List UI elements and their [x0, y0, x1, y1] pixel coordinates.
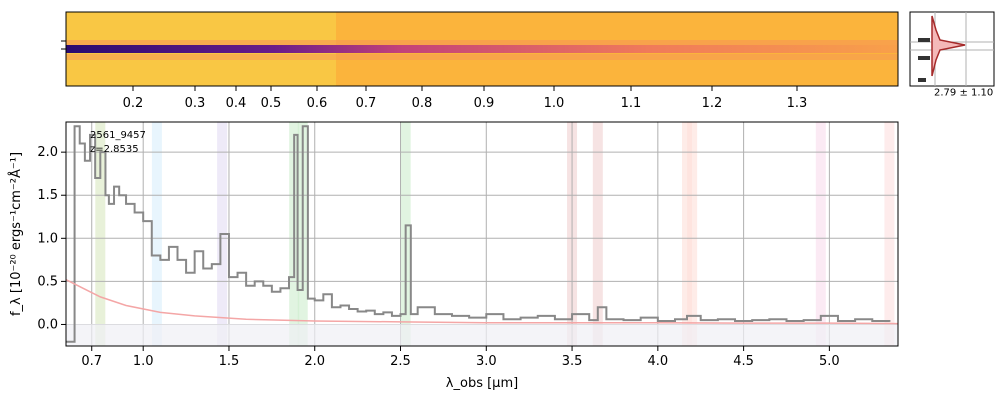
error-line: [66, 278, 898, 325]
top-tick-label: 0.9: [474, 96, 495, 111]
object-id-label: 2561_9457: [90, 130, 146, 141]
x-axis-ticks: 0.7 1.0 1.5 2.0 2.5 3.0 3.5 4.0 4.5 5.0: [81, 346, 840, 369]
top-tick-label: 1.2: [702, 96, 723, 111]
emission-line-band: [815, 122, 826, 346]
side-histogram-marker: [918, 38, 930, 42]
top-tick-label: 1.1: [621, 96, 642, 111]
y-tick-label: 1.0: [37, 231, 58, 246]
side-histogram-panel: 2.79 ± 1.10: [909, 11, 995, 98]
plot-frame: [65, 121, 899, 347]
emission-line-band: [681, 122, 692, 346]
y-axis-ticks: 0.0 0.5 1.0 1.5 2.0: [37, 145, 66, 332]
2d-spectrum-panel: [66, 12, 898, 86]
2d-spectrum-upper-band: [66, 40, 898, 46]
top-tick-label: 1.3: [787, 96, 808, 111]
top-tick-label: 0.6: [307, 96, 328, 111]
emission-line-band: [95, 122, 106, 346]
y-tick-label: 1.5: [37, 188, 58, 203]
plot-background: [66, 122, 898, 346]
top-axis-ticks: 0.2 0.3 0.4 0.5 0.6 0.7 0.8 0.9 1.0 1.1 1.2 1.3: [123, 86, 808, 111]
main-plot-area: 0.7 1.0 1.5 2.0 2.5 3.0 3.5 4.0 4.5 5.0 0.0 0.5 1.0…: [8, 121, 899, 391]
y-tick-label: 2.0: [37, 145, 58, 160]
2d-spectrum-trace: [66, 45, 898, 53]
top-tick-label: 0.2: [123, 96, 144, 111]
x-tick-label: 0.7: [81, 354, 102, 369]
spectrum-series: [66, 125, 898, 343]
emission-line-band: [151, 122, 162, 346]
x-tick-label: 5.0: [819, 354, 840, 369]
side-histogram-marker: [918, 78, 926, 82]
spectrum-line: [66, 125, 891, 343]
x-tick-label: 4.0: [647, 354, 668, 369]
y-tick-label: 0.5: [37, 274, 58, 289]
x-tick-label: 4.5: [733, 354, 754, 369]
negative-region: [66, 324, 898, 346]
x-tick-label: 1.0: [133, 354, 154, 369]
y-tick-label: 0.0: [37, 317, 58, 332]
x-tick-label: 2.0: [304, 354, 325, 369]
x-tick-label: 2.5: [390, 354, 411, 369]
side-histogram-marker: [918, 56, 930, 60]
x-tick-label: 3.5: [562, 354, 583, 369]
top-tick-label: 0.4: [226, 96, 247, 111]
x-tick-label: 1.5: [219, 354, 240, 369]
emission-line-band: [592, 122, 603, 346]
top-tick-label: 0.5: [261, 96, 282, 111]
emission-line-band: [884, 122, 895, 346]
x-axis-title: λ_obs [μm]: [446, 376, 518, 391]
side-histogram-fill: [931, 15, 966, 77]
top-tick-label: 0.8: [412, 96, 433, 111]
redshift-label: z=2.8535: [90, 144, 139, 155]
x-tick-label: 3.0: [476, 354, 497, 369]
side-histogram-frame: [909, 11, 995, 87]
side-histogram-label: 2.79 ± 1.10: [934, 87, 993, 98]
2d-spectrum-lower-band: [66, 54, 898, 60]
emission-line-band: [687, 122, 698, 346]
top-tick-label: 0.3: [185, 96, 206, 111]
top-tick-label: 1.0: [544, 96, 565, 111]
y-axis-title: f_λ [10⁻²⁰ ergs⁻¹cm⁻²Å⁻¹]: [8, 152, 24, 316]
top-tick-label: 0.7: [356, 96, 377, 111]
